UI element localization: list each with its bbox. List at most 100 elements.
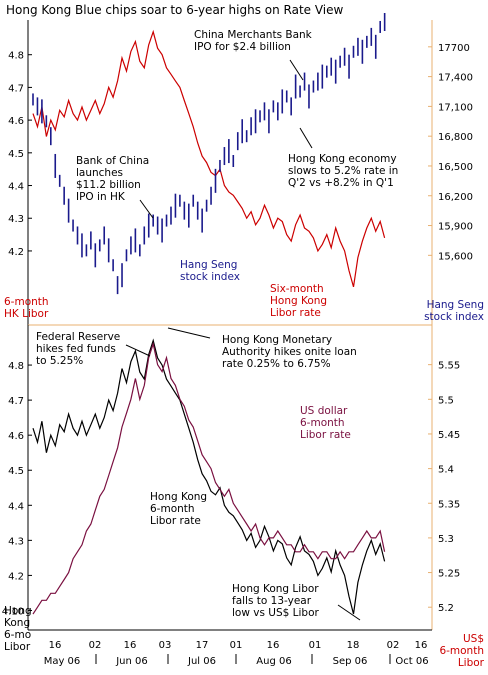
bottom-right-tick-label: 5.45 <box>438 430 460 441</box>
bottom-left-tick-label: 4.3 <box>8 536 24 547</box>
annotation-usd-libor: Libor rate <box>300 429 351 441</box>
annotation-hkma: rate 0.25% to 6.75% <box>222 358 331 370</box>
chart-title: Hong Kong Blue chips soar to 6-year high… <box>6 3 344 17</box>
x-day-tick-label: 01 <box>230 640 243 651</box>
x-axis-ticks: 16 02 16 03 17 01 16 01 18 02 16 May 06 Jun 06 Jul 06… <box>44 640 429 667</box>
annotation-hkma: Hong Kong Monetary <box>222 334 332 346</box>
top-right-tick-label: 17700 <box>438 43 470 54</box>
hk-libor-bottom-line <box>32 338 386 615</box>
bottom-left-tick-label: 4.8 <box>8 361 24 372</box>
bottom-right-tick-label: 5.35 <box>438 499 460 510</box>
annotation-bank-of-china: launches <box>76 167 123 179</box>
annotation-hk-libor-top: Libor rate <box>270 307 321 319</box>
x-day-tick-label: 01 <box>309 640 322 651</box>
top-panel-frame <box>27 20 433 325</box>
top-left-axis-label: HK Libor <box>4 308 49 320</box>
top-right-tick-label: 15,600 <box>438 251 473 262</box>
bottom-left-tick-label: 4.10 <box>2 606 24 617</box>
annotation-china-merchants-bank: IPO for $2.4 billion <box>194 41 291 53</box>
annotation-hk-libor-low: Hong Kong Libor <box>232 583 319 595</box>
top-left-tick-label: 4.7 <box>8 83 24 94</box>
bottom-right-axis-ticks: 5.2 5.25 5.3 5.35 5.4 5.45 5.5 5.55 <box>428 361 460 614</box>
top-right-tick-label: 16,200 <box>438 192 473 203</box>
top-left-tick-label: 4.4 <box>8 182 24 193</box>
x-day-tick-label: 17 <box>196 640 209 651</box>
x-day-tick-label: 16 <box>124 640 137 651</box>
bottom-right-axis-label: US$ <box>463 633 484 645</box>
x-day-tick-label: 18 <box>347 640 360 651</box>
bottom-left-axis-label: 6-mo <box>4 629 31 641</box>
top-left-axis-ticks: 4.2 4.3 4.4 4.5 4.6 4.7 4.8 <box>8 51 32 258</box>
x-day-tick-label: 03 <box>159 640 172 651</box>
bottom-left-axis-label: Hong <box>4 605 32 617</box>
bottom-left-tick-label: 4.4 <box>8 501 24 512</box>
top-left-tick-label: 4.8 <box>8 51 24 62</box>
annotation-usd-libor: US dollar <box>300 405 348 417</box>
annotation-bank-of-china: Bank of China <box>76 155 149 167</box>
annotation-federal-reserve: to 5.25% <box>36 355 83 367</box>
annotation-china-merchants-bank: China Merchants Bank <box>194 29 313 41</box>
annotation-leaders <box>125 59 361 621</box>
annotation-hk-libor-low: low vs US$ Libor <box>232 607 320 619</box>
annotation-hk-economy: Q'2 vs +8.2% in Q'1 <box>288 177 394 189</box>
x-month-label: Oct 06 <box>395 656 428 667</box>
annotation-hk-libor-top: Hong Kong <box>270 295 327 307</box>
bottom-panel-frame <box>27 325 433 631</box>
bottom-right-axis-label: 6-month <box>439 645 484 657</box>
hk-libor-top-line <box>32 29 386 288</box>
x-month-label: May 06 <box>44 656 81 667</box>
annotation-federal-reserve: Federal Reserve <box>36 331 120 343</box>
bottom-right-tick-label: 5.4 <box>438 465 454 476</box>
bottom-right-tick-label: 5.2 <box>438 603 454 614</box>
annotation-federal-reserve: hikes fed funds <box>36 343 116 355</box>
annotation-hk-libor-bottom: 6-month <box>150 503 195 515</box>
top-right-axis-label: Hang Seng <box>427 299 484 311</box>
x-day-tick-label: 16 <box>49 640 62 651</box>
bottom-left-axis-label: Kong <box>4 617 30 629</box>
top-left-tick-label: 4.2 <box>8 247 24 258</box>
bottom-right-axis-label: Libor <box>458 657 485 669</box>
bottom-right-tick-label: 5.55 <box>438 361 460 372</box>
top-right-axis-ticks: 15,600 15,900 16,200 16,500 16,800 17,100 17,4… <box>428 43 473 262</box>
top-right-tick-label: 15,900 <box>438 222 473 233</box>
bottom-right-tick-label: 5.5 <box>438 395 454 406</box>
bottom-left-tick-label: 4.5 <box>8 466 24 477</box>
top-right-tick-label: 17,100 <box>438 102 473 113</box>
bottom-left-tick-label: 4.7 <box>8 396 24 407</box>
bottom-left-axis-label: Libor <box>4 641 31 653</box>
x-day-tick-label: 02 <box>89 640 102 651</box>
annotation-bank-of-china: $11.2 billion <box>76 179 141 191</box>
annotation-hang-seng: stock index <box>180 271 240 283</box>
bottom-left-axis-ticks: 4.10 4.2 4.3 4.4 4.5 4.6 4.7 4.8 <box>2 361 32 617</box>
annotation-bank-of-china: IPO in HK <box>76 191 126 203</box>
x-day-tick-label: 02 <box>387 640 400 651</box>
top-right-tick-label: 16,500 <box>438 162 473 173</box>
annotation-hk-economy: slows to 5.2% rate in <box>288 165 398 177</box>
top-right-tick-label: 16,800 <box>438 132 473 143</box>
annotation-hk-libor-bottom: Hong Kong <box>150 491 207 503</box>
top-right-tick-label: 17,400 <box>438 73 473 84</box>
x-day-tick-label: 16 <box>415 640 428 651</box>
top-left-tick-label: 4.5 <box>8 149 24 160</box>
annotation-hk-libor-top: Six-month <box>270 283 324 295</box>
top-left-tick-label: 4.3 <box>8 214 24 225</box>
annotation-hk-libor-bottom: Libor rate <box>150 515 201 527</box>
top-left-axis-label: 6-month <box>4 296 49 308</box>
bottom-right-tick-label: 5.3 <box>438 534 454 545</box>
annotation-hkma: Authority hikes onite loan <box>222 346 357 358</box>
series-layer <box>32 13 386 615</box>
bottom-left-tick-label: 4.6 <box>8 431 24 442</box>
usd-libor-line <box>32 341 386 615</box>
top-right-axis-label: stock index <box>424 311 484 323</box>
bottom-left-tick-label: 4.2 <box>8 571 24 582</box>
x-month-label: Aug 06 <box>256 656 291 667</box>
x-month-label: Sep 06 <box>333 656 368 667</box>
x-month-label: Jun 06 <box>115 656 148 667</box>
top-left-tick-label: 4.6 <box>8 116 24 127</box>
x-day-tick-label: 16 <box>267 640 280 651</box>
annotation-hk-economy: Hong Kong economy <box>288 153 397 165</box>
bottom-right-tick-label: 5.25 <box>438 569 460 580</box>
x-month-label: Jul 06 <box>187 656 216 667</box>
